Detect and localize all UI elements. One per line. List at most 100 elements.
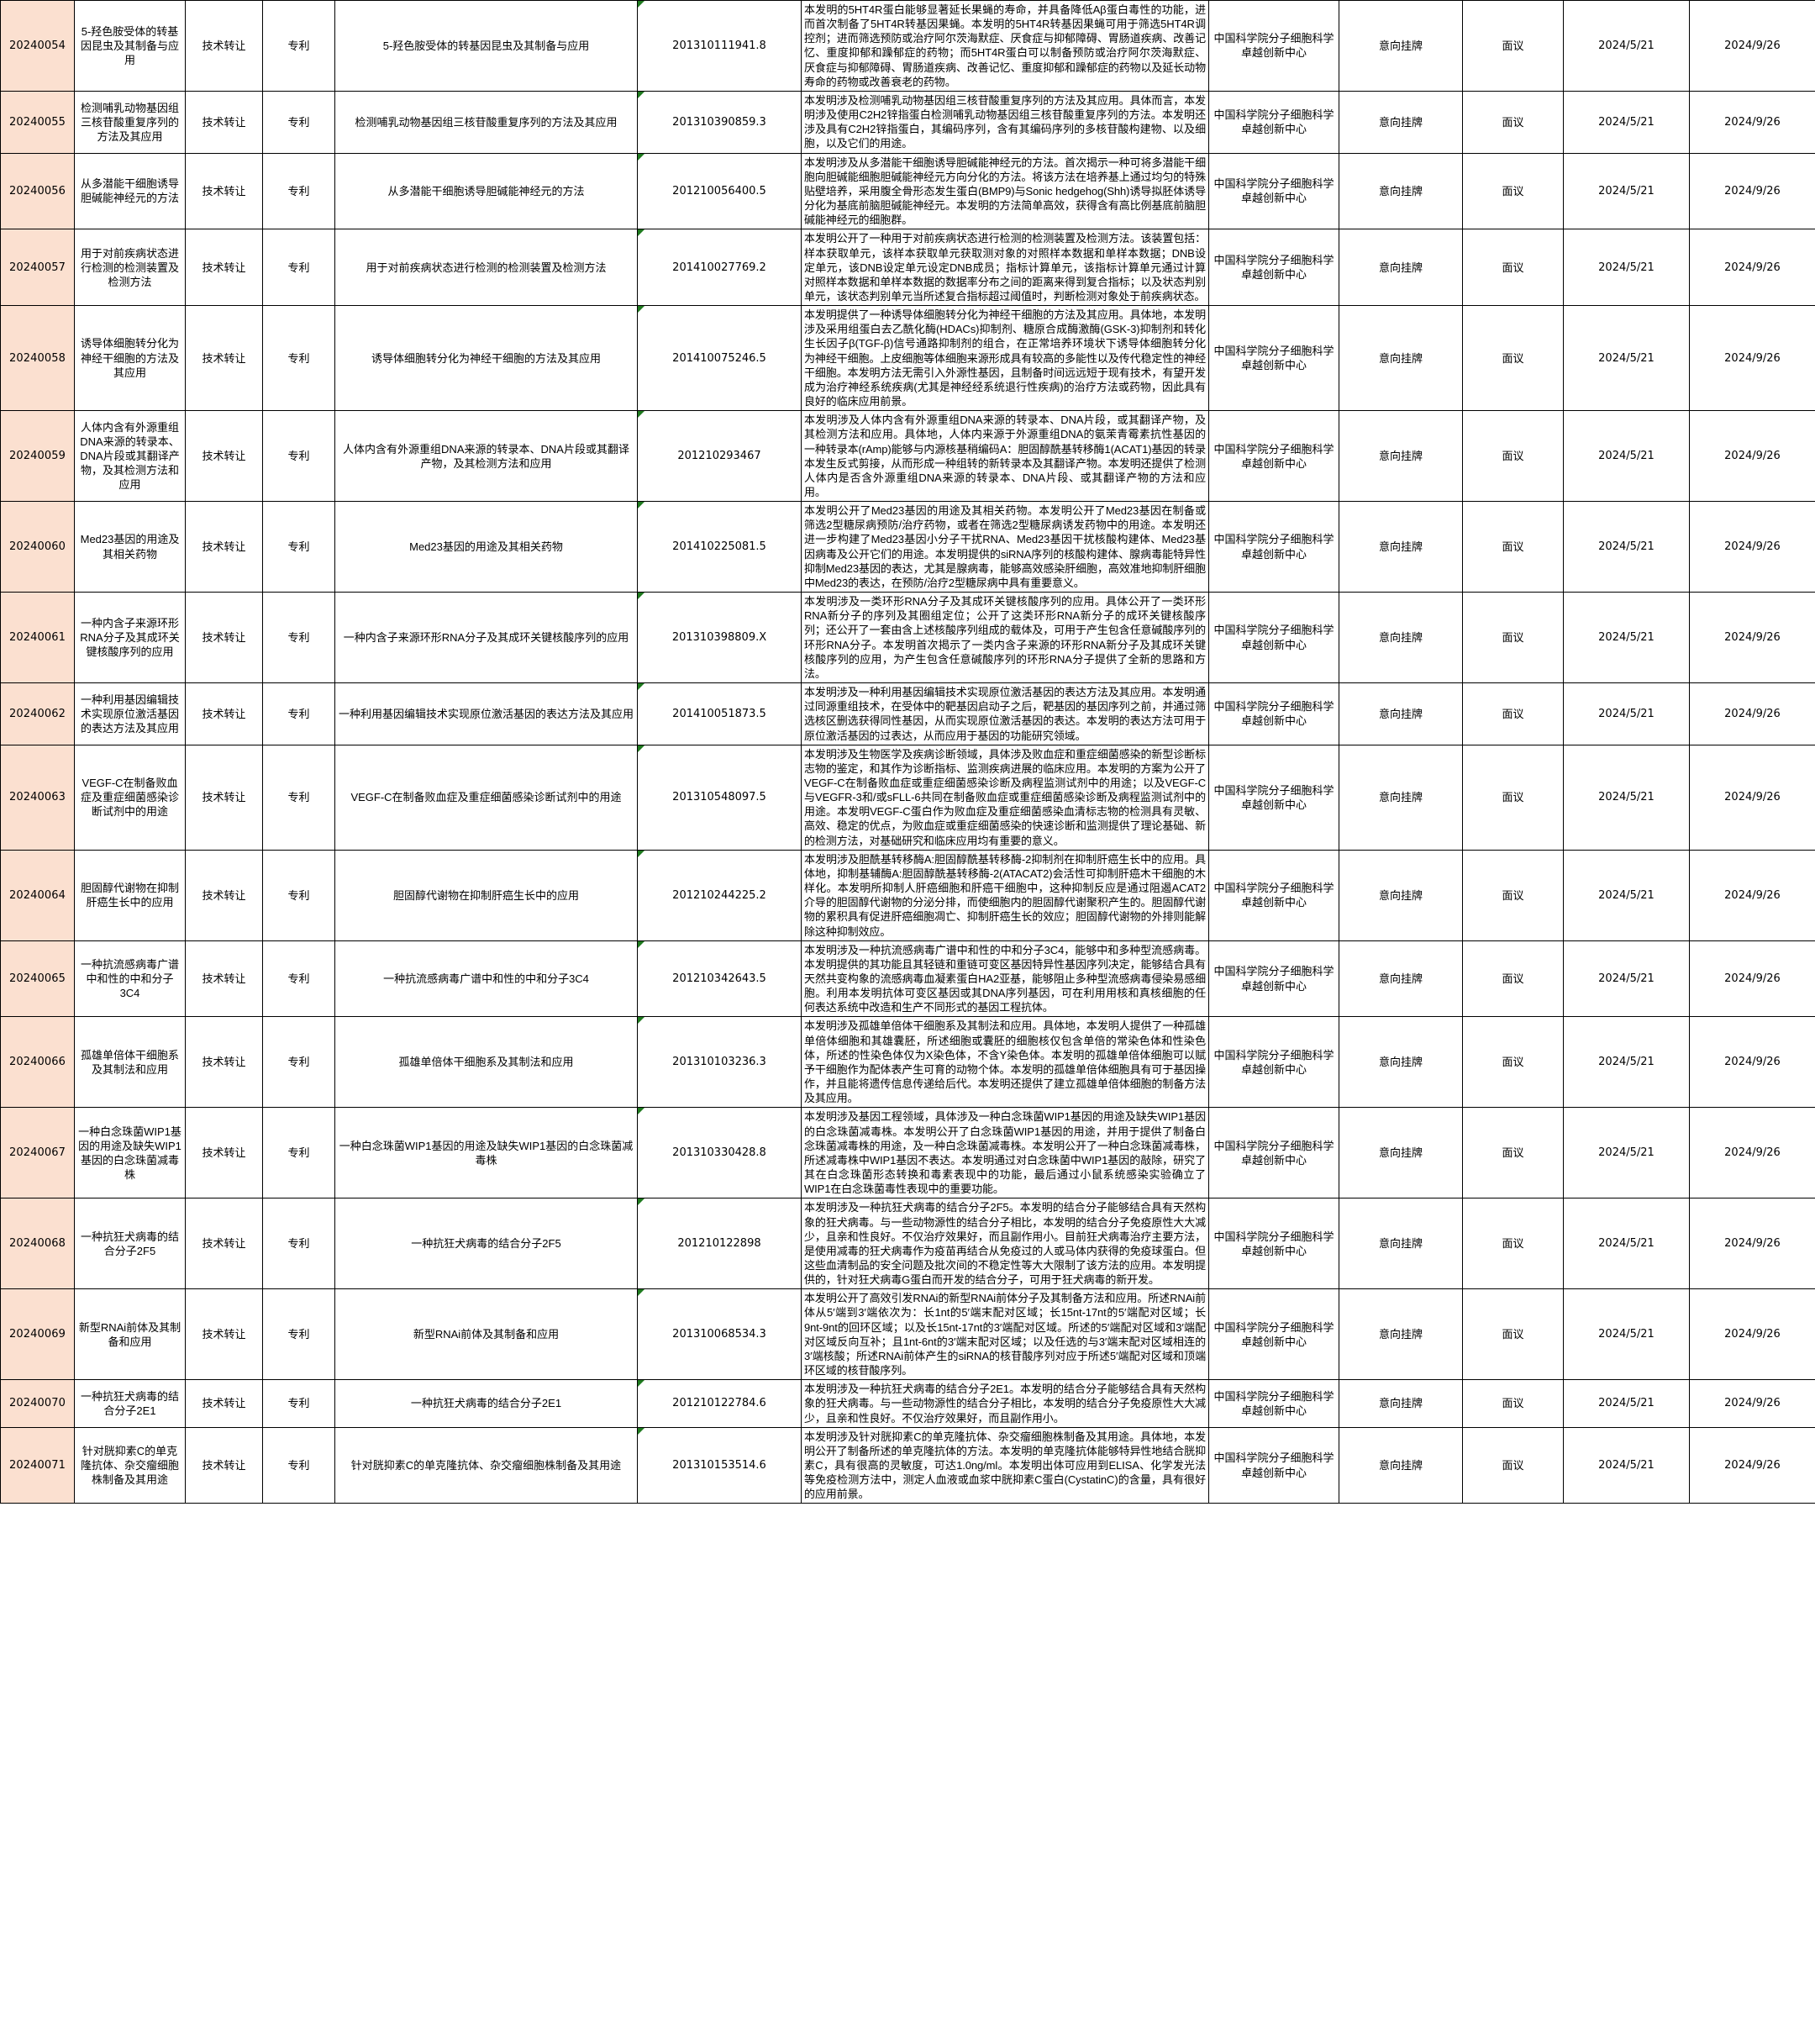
cell-rights-holder: 中国科学院分子细胞科学卓越创新中心 (1208, 849, 1339, 941)
cell-abstract: 本发明涉及检测哺乳动物基因组三核苷酸重复序列的方法及其应用。具体而言，本发明涉及… (801, 90, 1209, 154)
cell-deadline-date: 2024/9/26 (1689, 1379, 1815, 1428)
application-number-text: 201310548097.5 (672, 791, 766, 804)
cell-result-type: 专利 (262, 152, 335, 230)
cell-abstract: 本发明涉及胆酰基转移酶A:胆固醇酰基转移酶-2抑制剂在抑制肝癌生长中的应用。具体… (801, 849, 1209, 941)
cell-listing-date: 2024/5/21 (1563, 229, 1690, 307)
table-row[interactable]: 20240066 孤雄单倍体干细胞系及其制法和应用 技术转让 专利 孤雄单倍体干细胞系及… (0, 1016, 1815, 1109)
cell-result-type: 专利 (262, 849, 335, 941)
table-row[interactable]: 20240055 检测哺乳动物基因组三核苷酸重复序列的方法及其应用 技术转让 专利 检测… (0, 90, 1815, 154)
table-row[interactable]: 20240069 新型RNAi前体及其制备和应用 技术转让 专利 新型RNAi前体及其制… (0, 1288, 1815, 1381)
cell-application-no: 201410027769.2 (637, 229, 802, 307)
table-row[interactable]: 20240071 针对胱抑素C的单克隆抗体、杂交瘤细胞株制备及其用途 技术转让 专利针… (0, 1426, 1815, 1504)
cell-abstract: 本发明涉及从多潜能干细胞诱导胆碱能神经元的方法。首次揭示一种可将多潜能干细胞向胆… (801, 152, 1209, 230)
cell-application-no: 201410075246.5 (637, 305, 802, 412)
cell-deadline-date: 2024/9/26 (1689, 1016, 1815, 1109)
table-row[interactable]: 20240067 一种白念珠菌WIP1基因的用途及缺失WIP1基因的白念珠菌减毒株… (0, 1107, 1815, 1199)
cell-abstract: 本发明涉及孤雄单倍体干细胞系及其制法和应用。具体地，本发明人提供了一种孤雄单倍体… (801, 1016, 1209, 1109)
cell-deadline-date: 2024/9/26 (1689, 410, 1815, 503)
cell-patent-title: 一种内含子来源环形RNA分子及其成环关键核酸序列的应用 (334, 592, 638, 684)
cell-patent-title: 一种利用基因编辑技术实现原位激活基因的表达方法及其应用 (334, 682, 638, 745)
table-row[interactable]: 20240062 一种利用基因编辑技术实现原位激活基因的表达方法及其应用 技术转让专… (0, 682, 1815, 745)
table-row[interactable]: 20240065 一种抗流感病毒广谱中和性的中和分子3C4 技术转让 专利 一种抗流感病… (0, 940, 1815, 1018)
table-row[interactable]: 20240063 VEGF-C在制备败血症及重症细菌感染诊断试剂中的用途 技术转让专… (0, 744, 1815, 851)
cell-rights-holder: 中国科学院分子细胞科学卓越创新中心 (1208, 90, 1339, 154)
cell-rights-holder: 中国科学院分子细胞科学卓越创新中心 (1208, 0, 1339, 92)
cell-trade-mode: 技术转让 (185, 744, 263, 851)
cell-project-id: 20240065 (0, 940, 75, 1018)
cell-patent-title: 一种抗狂犬病毒的结合分子2F5 (334, 1198, 638, 1290)
cell-status: 意向挂牌 (1339, 229, 1463, 307)
table-row[interactable]: 20240070 一种抗狂犬病毒的结合分子2E1 技术转让 专利 一种抗狂犬病毒的结合分… (0, 1379, 1815, 1428)
cell-rights-holder: 中国科学院分子细胞科学卓越创新中心 (1208, 501, 1339, 593)
cell-project-name: 一种抗流感病毒广谱中和性的中和分子3C4 (74, 940, 186, 1018)
cell-price: 面议 (1462, 229, 1564, 307)
cell-rights-holder: 中国科学院分子细胞科学卓越创新中心 (1208, 152, 1339, 230)
cell-rights-holder: 中国科学院分子细胞科学卓越创新中心 (1208, 592, 1339, 684)
cell-project-name: 诱导体细胞转分化为神经干细胞的方法及其应用 (74, 305, 186, 412)
cell-project-name: 一种白念珠菌WIP1基因的用途及缺失WIP1基因的白念珠菌减毒株 (74, 1107, 186, 1199)
cell-listing-date: 2024/5/21 (1563, 849, 1690, 941)
cell-result-type: 专利 (262, 1379, 335, 1428)
cell-price: 面议 (1462, 849, 1564, 941)
cell-trade-mode: 技术转让 (185, 1426, 263, 1504)
cell-project-id: 20240058 (0, 305, 75, 412)
cell-deadline-date: 2024/9/26 (1689, 1198, 1815, 1290)
cell-rights-holder: 中国科学院分子细胞科学卓越创新中心 (1208, 410, 1339, 503)
cell-price: 面议 (1462, 1426, 1564, 1504)
cell-patent-title: 一种抗狂犬病毒的结合分子2E1 (334, 1379, 638, 1428)
cell-application-no: 201210342643.5 (637, 940, 802, 1018)
cell-trade-mode: 技术转让 (185, 501, 263, 593)
cell-application-no: 201210122898 (637, 1198, 802, 1290)
table-row[interactable]: 20240058 诱导体细胞转分化为神经干细胞的方法及其应用 技术转让 专利 诱导体细胞… (0, 305, 1815, 412)
cell-project-id: 20240056 (0, 152, 75, 230)
table-row[interactable]: 20240060 Med23基因的用途及其相关药物 技术转让 专利 Med23基因的用途… (0, 501, 1815, 593)
cell-comment-flag-icon (638, 745, 644, 752)
cell-deadline-date: 2024/9/26 (1689, 592, 1815, 684)
application-number-text: 201210244225.2 (672, 888, 766, 902)
application-number-text: 201410027769.2 (672, 261, 766, 274)
cell-status: 意向挂牌 (1339, 501, 1463, 593)
cell-abstract: 本发明涉及生物医学及疾病诊断领域，具体涉及败血症和重症细菌感染的新型诊断标志物的… (801, 744, 1209, 851)
cell-deadline-date: 2024/9/26 (1689, 152, 1815, 230)
cell-comment-flag-icon (638, 502, 644, 509)
cell-project-id: 20240063 (0, 744, 75, 851)
cell-project-id: 20240060 (0, 501, 75, 593)
cell-result-type: 专利 (262, 1426, 335, 1504)
cell-patent-title: 一种白念珠菌WIP1基因的用途及缺失WIP1基因的白念珠菌减毒株 (334, 1107, 638, 1199)
table-row[interactable]: 20240061 一种内含子来源环形RNA分子及其成环关键核酸序列的应用 技术转让专… (0, 592, 1815, 684)
application-number-text: 201410075246.5 (672, 351, 766, 365)
cell-rights-holder: 中国科学院分子细胞科学卓越创新中心 (1208, 1016, 1339, 1109)
cell-comment-flag-icon (638, 229, 644, 237)
cell-application-no: 201210122784.6 (637, 1379, 802, 1428)
cell-result-type: 专利 (262, 90, 335, 154)
cell-listing-date: 2024/5/21 (1563, 592, 1690, 684)
table-row[interactable]: 20240057 用于对前疾病状态进行检测的检测装置及检测方法 技术转让 专利 用于对前… (0, 229, 1815, 307)
table-row[interactable]: 20240054 5-羟色胺受体的转基因昆虫及其制备与应用 技术转让 专利 5-羟色胺受… (0, 0, 1815, 92)
table-row[interactable]: 20240068 一种抗狂犬病毒的结合分子2F5 技术转让 专利 一种抗狂犬病毒的结合分… (0, 1198, 1815, 1290)
cell-comment-flag-icon (638, 1108, 644, 1115)
application-number-text: 201310398809.X (671, 630, 767, 644)
cell-price: 面议 (1462, 1288, 1564, 1381)
cell-status: 意向挂牌 (1339, 1198, 1463, 1290)
cell-status: 意向挂牌 (1339, 0, 1463, 92)
cell-deadline-date: 2024/9/26 (1689, 305, 1815, 412)
cell-abstract: 本发明涉及一种抗狂犬病毒的结合分子2F5。本发明的结合分子能够结合具有天然构象的… (801, 1198, 1209, 1290)
cell-trade-mode: 技术转让 (185, 0, 263, 92)
cell-listing-date: 2024/5/21 (1563, 410, 1690, 503)
cell-price: 面议 (1462, 305, 1564, 412)
table-row[interactable]: 20240056 从多潜能干细胞诱导胆碱能神经元的方法 技术转让 专利 从多潜能干细胞诱… (0, 152, 1815, 230)
cell-application-no: 201310068534.3 (637, 1288, 802, 1381)
cell-project-id: 20240068 (0, 1198, 75, 1290)
cell-rights-holder: 中国科学院分子细胞科学卓越创新中心 (1208, 1198, 1339, 1290)
cell-comment-flag-icon (638, 1017, 644, 1025)
cell-trade-mode: 技术转让 (185, 849, 263, 941)
table-row[interactable]: 20240059 人体内含有外源重组DNA来源的转录本、DNA片段或其翻译产物，及… (0, 410, 1815, 503)
table-row[interactable]: 20240064 胆固醇代谢物在抑制肝癌生长中的应用 技术转让 专利 胆固醇代谢物在抑制… (0, 849, 1815, 941)
cell-result-type: 专利 (262, 1288, 335, 1381)
cell-abstract: 本发明涉及基因工程领域，具体涉及一种白念珠菌WIP1基因的用途及缺失WIP1基因… (801, 1107, 1209, 1199)
cell-trade-mode: 技术转让 (185, 152, 263, 230)
cell-project-id: 20240066 (0, 1016, 75, 1109)
cell-result-type: 专利 (262, 305, 335, 412)
application-number-text: 201310111941.8 (672, 39, 766, 52)
cell-patent-title: 新型RNAi前体及其制备和应用 (334, 1288, 638, 1381)
